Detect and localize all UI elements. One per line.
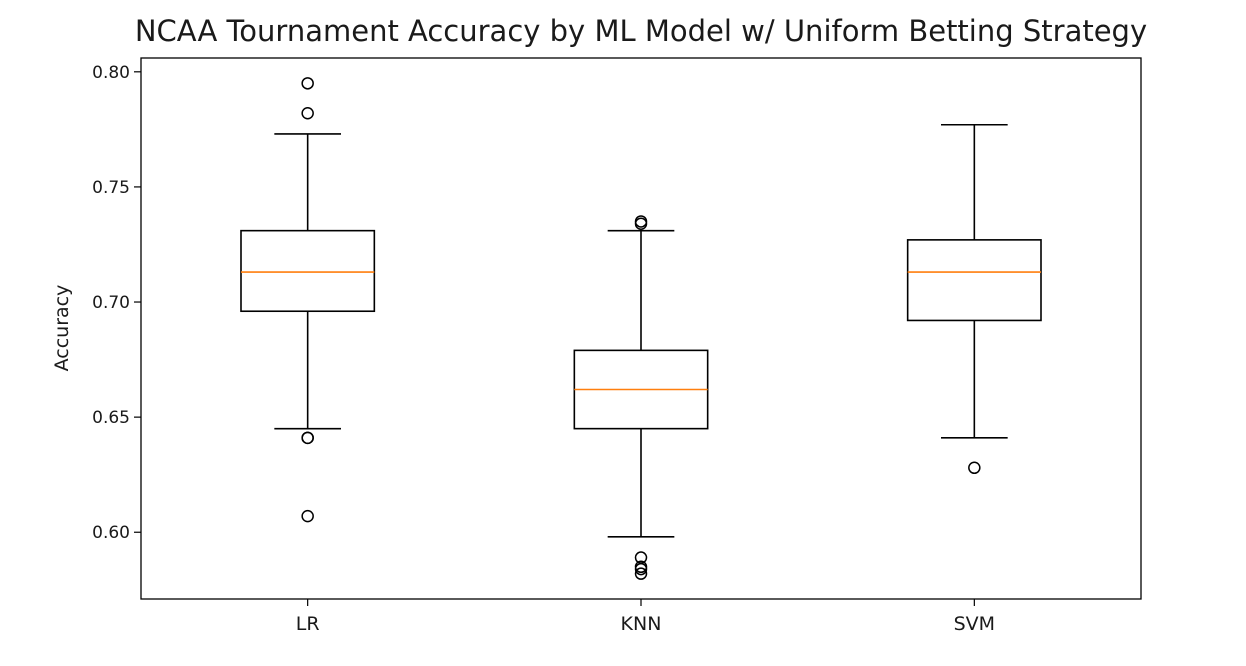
outlier-point	[301, 107, 314, 120]
box-group-lr	[240, 77, 376, 523]
box-group-knn	[573, 215, 709, 580]
outlier-point	[301, 431, 314, 445]
outlier-point	[634, 567, 648, 580]
y-tick-label: 0.75	[92, 178, 130, 198]
boxes-layer	[240, 77, 1042, 580]
chart-title: NCAA Tournament Accuracy by ML Model w/ …	[134, 14, 1148, 48]
outlier-point	[301, 509, 314, 523]
iqr-box	[240, 229, 376, 313]
outlier-point	[968, 461, 981, 475]
outlier-point	[634, 562, 648, 576]
outlier-point	[634, 217, 648, 231]
x-tick-label: KNN	[621, 613, 662, 635]
y-tick-label: 0.65	[92, 408, 130, 428]
y-tick-label: 0.80	[92, 63, 130, 83]
y-tick-label: 0.60	[92, 523, 130, 543]
x-axis: LR KNN SVM	[296, 599, 995, 635]
iqr-box	[906, 239, 1042, 322]
y-axis-label: Accuracy	[51, 285, 73, 372]
x-tick-label: LR	[296, 613, 320, 635]
outlier-point	[301, 77, 314, 90]
x-tick-label: SVM	[954, 613, 995, 635]
y-axis: 0.60 0.65 0.70 0.75 0.80	[92, 63, 141, 543]
box-group-svm	[906, 123, 1042, 475]
y-tick-label: 0.70	[92, 293, 130, 313]
